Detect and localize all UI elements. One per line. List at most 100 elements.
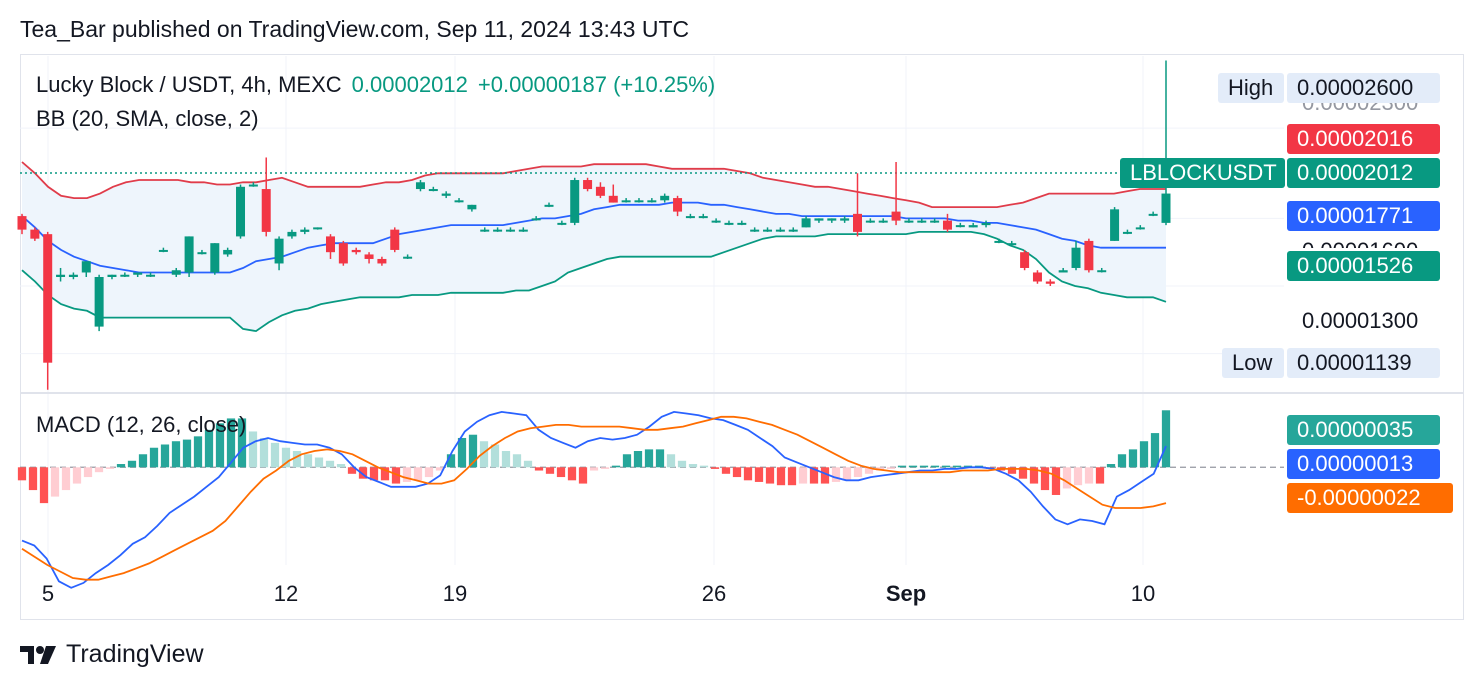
candle-body (415, 182, 425, 190)
candle-body (660, 195, 670, 201)
candle-body (685, 216, 695, 219)
macd-histogram-bar (765, 467, 775, 484)
bb-indicator-legend[interactable]: BB (20, SMA, close, 2) (36, 106, 259, 131)
macd-histogram-bar (1106, 464, 1116, 468)
candle-body (698, 216, 708, 219)
bb-lower-line (21, 230, 1167, 333)
macd-histogram-bar (1040, 467, 1050, 491)
price-tick-2300: 0.00002300 (1302, 102, 1418, 116)
macd-hist-tag: 0.00000035 (1287, 415, 1440, 445)
candle-body (531, 218, 541, 221)
macd-histogram-bar (644, 449, 654, 468)
candle-body (724, 222, 734, 225)
candle-body (608, 195, 618, 203)
macd-histogram-bar (545, 467, 555, 474)
candle-body (428, 189, 438, 192)
high-label-tag: High (1218, 73, 1284, 103)
macd-signal-line (21, 415, 1167, 581)
macd-histogram-bar (501, 451, 511, 468)
candle-body (261, 189, 271, 232)
candle-body (1071, 247, 1081, 268)
macd-histogram-bar (930, 465, 940, 468)
candle-body (146, 274, 156, 277)
candle-body (1007, 243, 1017, 246)
candle-body (364, 254, 374, 259)
macd-indicator-legend[interactable]: MACD (12, 26, close) (36, 412, 247, 437)
macd-histogram-bar (446, 454, 456, 468)
candle-body (223, 249, 233, 255)
candle-body (120, 274, 130, 277)
candle-body (621, 200, 631, 203)
tradingview-footer[interactable]: TradingView (20, 640, 204, 669)
candle-body (788, 229, 798, 232)
macd-histogram-bar (215, 423, 225, 468)
macd-histogram-bar (160, 444, 170, 468)
candle-body (673, 198, 683, 212)
macd-histogram-bar (523, 460, 533, 468)
macd-histogram-bar (391, 467, 401, 484)
candle-body (505, 229, 515, 232)
bb-lower-tag: 0.00001526 (1287, 251, 1440, 281)
candle-body (133, 272, 143, 275)
candle-body (840, 218, 850, 221)
bb-basis-tag: 0.00001771 (1287, 201, 1440, 231)
candle-body (1110, 209, 1120, 241)
macd-histogram-bar (952, 465, 962, 468)
time-tick-12: 12 (273, 581, 299, 606)
candle-body (81, 261, 91, 273)
macd-histogram-bar (589, 467, 599, 471)
macd-histogram-bar (1084, 467, 1094, 484)
tradingview-logo-icon (20, 645, 56, 664)
candle-body (338, 243, 348, 264)
time-tick-sep: Sep (885, 581, 927, 606)
candle-body (891, 211, 901, 221)
macd-line-tag: 0.00000013 (1287, 449, 1440, 479)
macd-histogram-bar (1018, 467, 1028, 479)
candle-body (814, 218, 824, 221)
macd-histogram-bar (358, 467, 368, 479)
candle-body (878, 220, 888, 223)
macd-histogram-bar (908, 465, 918, 468)
macd-histogram-bar (721, 467, 731, 474)
candle-body (737, 222, 747, 225)
macd-histogram-bar (787, 467, 797, 486)
symbol-legend: Lucky Block / USDT, 4h, MEXC 0.00002012 +0… (36, 72, 715, 98)
macd-histogram-bar (259, 437, 269, 468)
macd-histogram-bar (237, 418, 247, 468)
macd-histogram-bar (17, 467, 27, 481)
macd-histogram-bar (1007, 467, 1017, 474)
candle-body (955, 225, 965, 228)
candle-body (441, 193, 451, 196)
macd-histogram-bar (556, 467, 566, 478)
last-price-tag: 0.00002012 (1287, 158, 1440, 188)
symbol-title: Lucky Block / USDT, 4h, MEXC (36, 72, 342, 97)
candle-body (634, 200, 644, 203)
price-change-legend: +0.00000187 (+10.25%) (477, 72, 716, 97)
chart-frame (20, 54, 1464, 620)
candle-body (1084, 240, 1094, 271)
macd-histogram-bar (127, 460, 137, 468)
macd-histogram-bar (809, 467, 819, 484)
macd-histogram-bar (138, 454, 148, 468)
macd-histogram-bar (732, 467, 742, 478)
macd-histogram-bar (116, 464, 126, 468)
candle-body (1161, 193, 1171, 223)
macd-histogram-bar (204, 429, 214, 468)
bb-upper-tag: 0.00002016 (1287, 124, 1440, 154)
macd-histogram-bar (1117, 454, 1127, 468)
macd-histogram-bar (611, 465, 621, 468)
macd-histogram-bar (270, 442, 280, 468)
macd-line (21, 410, 1167, 589)
macd-histogram-bar (369, 467, 379, 481)
macd-histogram-bar (105, 467, 115, 469)
time-tick-5: 5 (41, 581, 55, 606)
macd-histogram-bar (1029, 467, 1039, 484)
macd-histogram-bar (754, 467, 764, 482)
ticker-tag: LBLOCKUSDT (1120, 158, 1285, 188)
macd-histogram-bar (864, 467, 874, 474)
candle-body (775, 229, 785, 232)
candle-body (351, 249, 361, 253)
macd-histogram-bar (1161, 410, 1171, 468)
macd-histogram-bar (600, 467, 610, 469)
